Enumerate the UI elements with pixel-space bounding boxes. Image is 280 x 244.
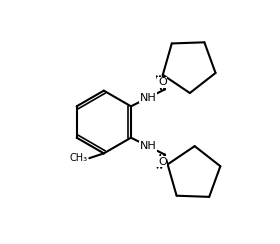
- Text: O: O: [158, 77, 167, 87]
- Text: NH: NH: [139, 93, 156, 103]
- Text: CH₃: CH₃: [69, 153, 88, 163]
- Text: NH: NH: [139, 141, 156, 151]
- Text: O: O: [158, 157, 167, 167]
